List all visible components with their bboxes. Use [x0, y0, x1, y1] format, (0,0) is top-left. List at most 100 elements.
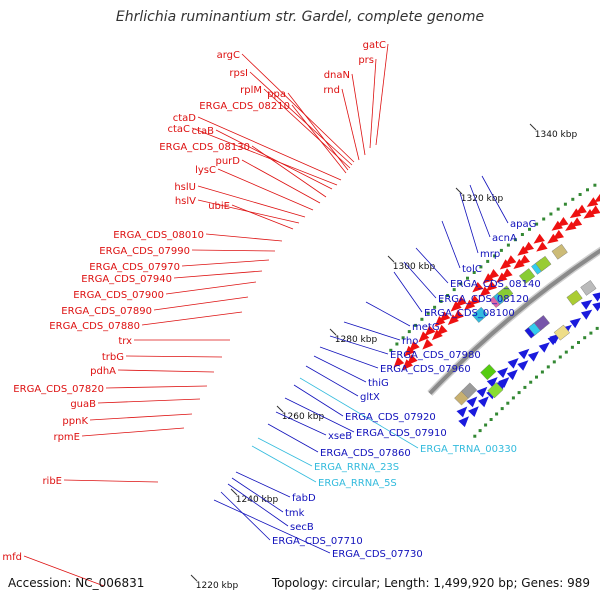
- leader-line: [165, 281, 257, 295]
- leader-line: [191, 249, 276, 252]
- gene-label: ERGA_CDS_08010: [113, 230, 204, 241]
- leader-line: [197, 185, 306, 218]
- gc-dot: [389, 348, 393, 352]
- leader-line: [263, 88, 351, 169]
- gene-label: ERGA_CDS_07860: [320, 448, 411, 459]
- leader-line: [375, 43, 389, 146]
- reverse-gene-arrow: [476, 386, 488, 398]
- leader-line: [191, 127, 338, 186]
- leader-line: [251, 145, 327, 198]
- gene-label: ERGA_CDS_07890: [61, 306, 152, 317]
- leader-line: [23, 555, 105, 587]
- backbone-track: [427, 246, 600, 396]
- gene-label: ERGA_CDS_07900: [73, 290, 164, 301]
- leader-line: [341, 88, 360, 161]
- reverse-gene-arrow: [517, 360, 529, 371]
- leader-line: [393, 271, 423, 313]
- gc-dot: [446, 294, 450, 297]
- leader-line: [249, 71, 353, 166]
- forward-gene-arrow: [496, 272, 508, 283]
- leader-line: [213, 499, 331, 554]
- leader-line: [241, 53, 355, 163]
- leader-line: [267, 423, 319, 453]
- gene-label: ERGA_CDS_08210: [199, 101, 290, 112]
- gc-dot: [484, 423, 488, 427]
- reverse-gene-arrow: [507, 358, 519, 369]
- gc-dot: [401, 336, 405, 340]
- gene-label: ERGA_CDS_08130: [159, 142, 250, 153]
- forward-gene-arrow: [569, 208, 582, 219]
- reverse-gene-arrow: [592, 302, 600, 312]
- leader-line: [343, 321, 401, 341]
- forward-gene-arrow: [586, 197, 599, 207]
- forward-gene-arrow: [501, 268, 513, 279]
- forward-gene-arrow: [408, 340, 420, 352]
- gene-label: trx: [118, 336, 132, 347]
- forward-gene-arrow: [439, 311, 451, 323]
- gene-label: ERGA_CDS_07910: [356, 428, 447, 439]
- leader-line: [469, 184, 491, 238]
- reverse-gene-arrow: [592, 292, 600, 302]
- gene-label: tolC: [462, 264, 482, 275]
- gc-dot: [426, 311, 430, 315]
- gene-label: prs: [358, 55, 374, 66]
- leader-line: [217, 168, 314, 211]
- dot-tracks: [389, 183, 599, 438]
- gc-dot: [589, 331, 593, 335]
- topology-text: Topology: circular; Length: 1,499,920 bp…: [271, 576, 590, 590]
- reverse-gene-arrow: [468, 406, 479, 417]
- gene-label: rpmE: [53, 432, 80, 443]
- forward-gene-arrow: [583, 209, 595, 219]
- gc-dot: [439, 299, 443, 303]
- gc-dot: [564, 350, 568, 354]
- gene-label: xseB: [328, 431, 352, 442]
- tick-label: 1320 kbp: [461, 194, 504, 204]
- leader-line: [313, 355, 367, 383]
- gc-dot: [479, 265, 483, 269]
- feature-block: [461, 382, 478, 399]
- forward-gene-arrow: [565, 221, 577, 231]
- gc-dot: [593, 183, 597, 187]
- tick-label: 1240 kbp: [236, 495, 279, 505]
- tick-mark: [529, 123, 537, 131]
- leader-line: [365, 301, 411, 327]
- gc-dot: [586, 188, 589, 192]
- gc-dot: [563, 202, 567, 206]
- forward-gene-arrow: [393, 356, 405, 368]
- gene-label: gatC: [363, 40, 386, 51]
- forward-gene-arrow: [589, 205, 600, 215]
- gene-label: rpsI: [229, 68, 248, 79]
- feature-block: [487, 382, 504, 399]
- forward-gene-arrow: [551, 220, 563, 231]
- gc-dot: [414, 323, 418, 327]
- forward-gene-arrow: [424, 325, 436, 337]
- gc-dot: [529, 380, 533, 384]
- forward-gene-arrow: [482, 273, 494, 284]
- gc-dot: [570, 345, 574, 349]
- reverse-gene-arrow: [458, 416, 469, 428]
- feature-block: [533, 315, 550, 331]
- gc-dot: [489, 418, 493, 421]
- leader-line: [369, 58, 377, 149]
- feature-block: [480, 364, 497, 381]
- leader-line: [81, 427, 185, 437]
- reverse-gene-arrow: [486, 377, 498, 388]
- leader-line: [235, 471, 291, 498]
- gene-label: ERGA_CDS_07960: [380, 364, 471, 375]
- forward-gene-arrow: [469, 295, 481, 306]
- leader-line: [293, 384, 344, 417]
- gc-dot: [433, 305, 437, 309]
- tick-mark: [329, 328, 337, 336]
- feature-block: [535, 255, 552, 272]
- gene-label: guaB: [70, 399, 96, 410]
- leader-line: [181, 259, 270, 267]
- tick-mark: [387, 255, 395, 263]
- forward-gene-arrow: [422, 338, 434, 350]
- gene-label: ERGA_CDS_07730: [332, 549, 423, 560]
- gene-label: ERGA_CDS_07970: [89, 262, 180, 273]
- forward-gene-arrow: [418, 331, 430, 343]
- feature-block: [580, 280, 597, 296]
- gc-dot: [466, 276, 469, 280]
- gene-label: mfd: [2, 552, 22, 563]
- leader-line: [97, 398, 201, 404]
